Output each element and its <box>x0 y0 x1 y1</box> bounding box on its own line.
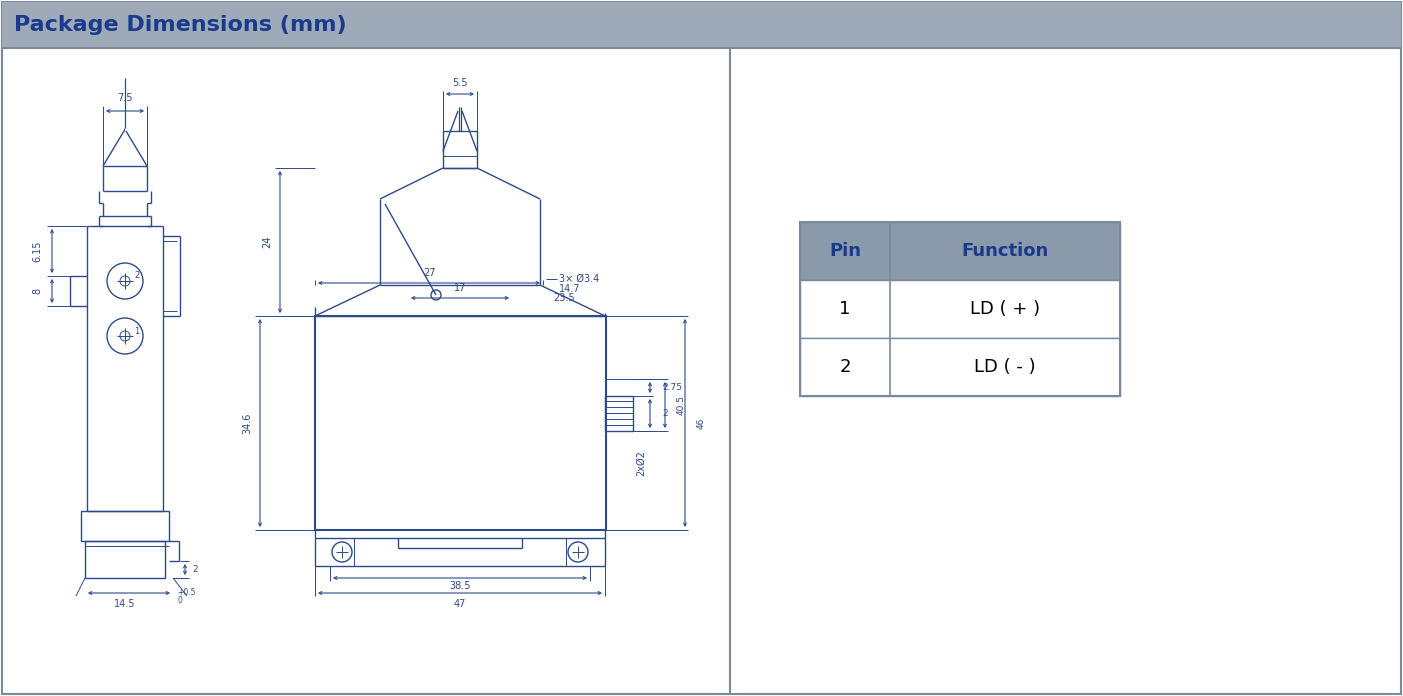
Text: 34.6: 34.6 <box>241 412 253 434</box>
Bar <box>800 338 1120 396</box>
Text: 46: 46 <box>697 418 706 429</box>
Text: +0.5: +0.5 <box>177 588 195 597</box>
Text: 1: 1 <box>839 300 850 318</box>
Bar <box>800 222 1120 280</box>
Text: 14.5: 14.5 <box>114 599 136 609</box>
Bar <box>316 538 605 566</box>
Text: Package Dimensions (mm): Package Dimensions (mm) <box>14 15 347 35</box>
Bar <box>800 222 1120 396</box>
Bar <box>800 280 1120 338</box>
Text: 38.5: 38.5 <box>449 581 471 591</box>
Text: 2xØ2: 2xØ2 <box>636 450 645 476</box>
Text: 2: 2 <box>135 271 140 280</box>
Text: 2: 2 <box>192 565 198 574</box>
Bar <box>1 2 1402 48</box>
Text: 1: 1 <box>135 326 140 335</box>
Text: 40.5: 40.5 <box>678 395 686 415</box>
Text: 2: 2 <box>839 358 850 376</box>
Text: 23.5: 23.5 <box>553 293 575 303</box>
Bar <box>316 316 606 530</box>
Bar <box>443 131 477 168</box>
Text: 0: 0 <box>177 596 182 605</box>
Bar <box>605 396 633 431</box>
Text: 6.15: 6.15 <box>32 240 42 262</box>
Text: LD ( - ): LD ( - ) <box>974 358 1035 376</box>
Text: 2.75: 2.75 <box>662 383 682 393</box>
Text: 7.5: 7.5 <box>118 93 133 103</box>
Text: 5.5: 5.5 <box>452 78 467 88</box>
Text: 47: 47 <box>453 599 466 609</box>
Bar <box>81 511 168 541</box>
Text: Function: Function <box>961 242 1048 260</box>
Text: 24: 24 <box>262 236 272 248</box>
Bar <box>86 541 166 578</box>
Text: 27: 27 <box>422 268 435 278</box>
Text: 3× Ø3.4: 3× Ø3.4 <box>558 274 599 284</box>
Text: LD ( + ): LD ( + ) <box>969 300 1040 318</box>
Text: 14.7: 14.7 <box>558 284 581 294</box>
Text: 8: 8 <box>32 288 42 294</box>
Text: Pin: Pin <box>829 242 861 260</box>
Text: 2: 2 <box>662 409 668 418</box>
Text: 17: 17 <box>453 283 466 293</box>
